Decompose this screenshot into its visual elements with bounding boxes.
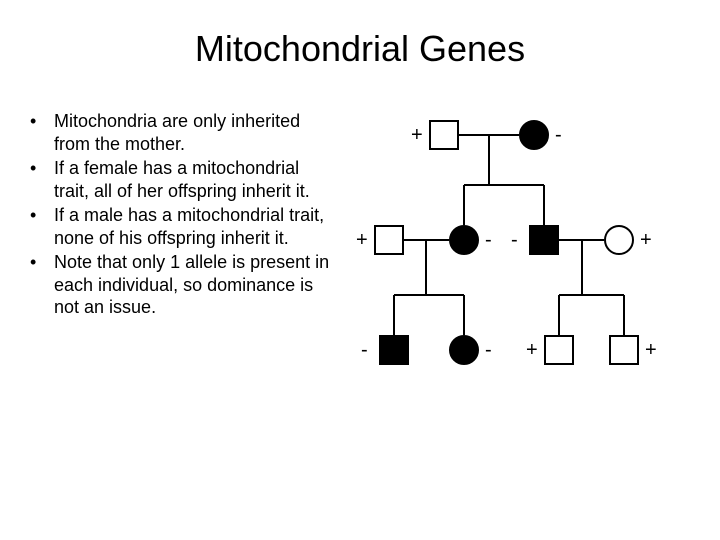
pedigree-node-g2_f2 xyxy=(604,225,634,255)
pedigree-node-g2_m1 xyxy=(374,225,404,255)
pedigree-sign-g3_c: + xyxy=(526,339,538,362)
bullet-item: If a male has a mitochondrial trait, non… xyxy=(24,204,334,249)
bullet-list: Mitochondria are only inherited from the… xyxy=(24,110,334,430)
pedigree-sign-g2_f1: - xyxy=(485,229,492,252)
page-title: Mitochondrial Genes xyxy=(0,0,720,70)
bullet-item: Note that only 1 allele is present in ea… xyxy=(24,251,334,319)
pedigree-diagram: +-+--+--++ xyxy=(334,110,696,430)
pedigree-node-g3_b xyxy=(449,335,479,365)
pedigree-node-g3_c xyxy=(544,335,574,365)
content-row: Mitochondria are only inherited from the… xyxy=(0,110,720,430)
bullet-item: Mitochondria are only inherited from the… xyxy=(24,110,334,155)
pedigree-sign-g3_b: - xyxy=(485,339,492,362)
pedigree-node-g2_f1 xyxy=(449,225,479,255)
pedigree-sign-g3_d: + xyxy=(645,339,657,362)
bullet-item: If a female has a mitochondrial trait, a… xyxy=(24,157,334,202)
pedigree-node-g2_m2 xyxy=(529,225,559,255)
pedigree-sign-g2_m2: - xyxy=(511,229,518,252)
pedigree-lines xyxy=(334,110,696,430)
pedigree-node-g1_m xyxy=(429,120,459,150)
pedigree-node-g3_a xyxy=(379,335,409,365)
pedigree-sign-g1_m: + xyxy=(411,124,423,147)
pedigree-node-g3_d xyxy=(609,335,639,365)
pedigree-sign-g2_f2: + xyxy=(640,229,652,252)
pedigree-sign-g1_f: - xyxy=(555,124,562,147)
bullet-ul: Mitochondria are only inherited from the… xyxy=(24,110,334,319)
pedigree-sign-g2_m1: + xyxy=(356,229,368,252)
pedigree-node-g1_f xyxy=(519,120,549,150)
pedigree-sign-g3_a: - xyxy=(361,339,368,362)
